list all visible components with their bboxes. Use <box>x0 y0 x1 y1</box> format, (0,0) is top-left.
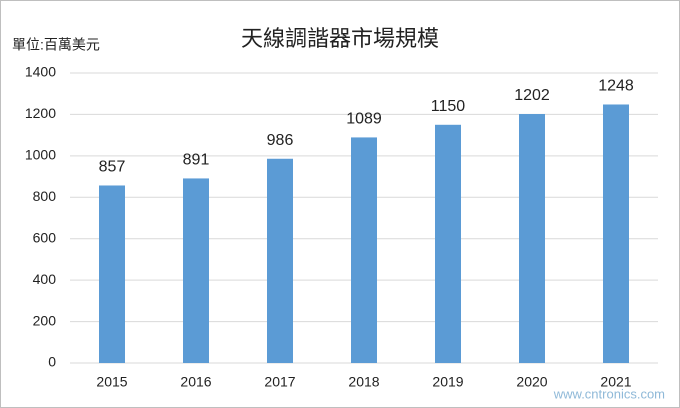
x-tick-label: 2019 <box>432 374 463 390</box>
data-label: 1202 <box>514 87 550 104</box>
bar <box>519 114 545 363</box>
data-label: 1089 <box>346 111 382 128</box>
y-tick-label: 200 <box>33 312 57 328</box>
y-tick-label: 1200 <box>25 105 56 121</box>
y-tick-label: 400 <box>33 271 57 287</box>
data-label: 891 <box>183 152 210 169</box>
bar <box>435 124 461 364</box>
y-tick-label: 600 <box>33 229 57 245</box>
y-tick-label: 1400 <box>25 64 56 80</box>
data-label: 1150 <box>431 98 466 115</box>
y-tick-label: 1000 <box>25 147 56 163</box>
data-label: 986 <box>267 132 294 149</box>
x-tick-label: 2020 <box>516 374 547 390</box>
x-tick-label: 2015 <box>96 374 127 390</box>
x-tick-label: 2018 <box>348 374 379 390</box>
y-tick-label: 0 <box>48 354 56 370</box>
bar <box>99 185 125 363</box>
x-tick-label: 2016 <box>180 374 211 390</box>
bar <box>267 158 293 363</box>
bar <box>603 104 629 363</box>
watermark: www.cntronics.com <box>553 386 665 401</box>
chart-title: 天線調諧器市場規模 <box>241 26 439 51</box>
x-tick-label: 2021 <box>600 374 631 390</box>
data-label: 1248 <box>598 78 634 95</box>
bar <box>351 137 377 363</box>
data-label: 857 <box>99 159 126 176</box>
x-tick-label: 2017 <box>264 374 295 390</box>
bar <box>183 178 209 363</box>
y-axis-label: 單位:百萬美元 <box>12 37 100 53</box>
y-tick-label: 800 <box>33 188 57 204</box>
